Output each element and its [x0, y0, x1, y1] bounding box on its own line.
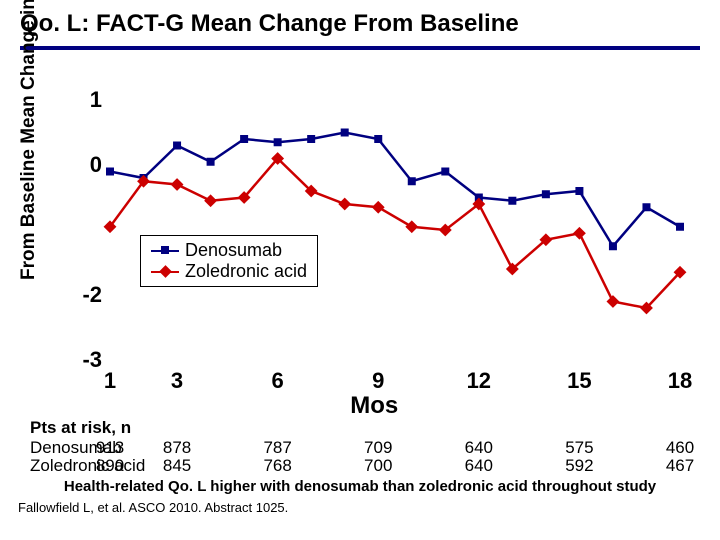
- risk-series-name: Zoledronic acid: [30, 456, 145, 476]
- x-tick: 12: [467, 368, 491, 394]
- page-title: Qo. L: FACT-G Mean Change From Baseline: [0, 0, 720, 46]
- x-tick: 3: [171, 368, 183, 394]
- risk-value: 787: [263, 438, 291, 458]
- y-tick: 1: [72, 87, 102, 113]
- legend-item: Zoledronic acid: [151, 261, 307, 282]
- x-tick: 9: [372, 368, 384, 394]
- risk-label: Pts at risk, n: [30, 418, 131, 438]
- y-tick: -2: [72, 282, 102, 308]
- legend: DenosumabZoledronic acid: [140, 235, 318, 287]
- y-axis-label: From Baseline Mean Change in FACT-G Scor…: [18, 0, 40, 280]
- risk-value: 768: [263, 456, 291, 476]
- risk-value: 878: [163, 438, 191, 458]
- footnote-summary: Health-related Qo. L higher with denosum…: [10, 478, 710, 495]
- risk-value: 845: [163, 456, 191, 476]
- risk-value: 592: [565, 456, 593, 476]
- x-axis-label: Mos: [350, 392, 398, 420]
- x-tick: 1: [104, 368, 116, 394]
- risk-value: 460: [666, 438, 694, 458]
- x-tick: 15: [567, 368, 591, 394]
- x-tick: 6: [272, 368, 284, 394]
- legend-item: Denosumab: [151, 240, 307, 261]
- legend-label: Denosumab: [185, 240, 282, 261]
- risk-value: 913: [96, 438, 124, 458]
- risk-value: 575: [565, 438, 593, 458]
- risk-value: 890: [96, 456, 124, 476]
- footnote-citation: Fallowfield L, et al. ASCO 2010. Abstrac…: [18, 500, 288, 515]
- y-tick: 0: [72, 152, 102, 178]
- risk-value: 640: [465, 456, 493, 476]
- risk-value: 640: [465, 438, 493, 458]
- legend-label: Zoledronic acid: [185, 261, 307, 282]
- risk-value: 700: [364, 456, 392, 476]
- risk-value: 467: [666, 456, 694, 476]
- x-tick: 18: [668, 368, 692, 394]
- y-tick: -3: [72, 347, 102, 373]
- risk-value: 709: [364, 438, 392, 458]
- title-underline: [20, 46, 700, 50]
